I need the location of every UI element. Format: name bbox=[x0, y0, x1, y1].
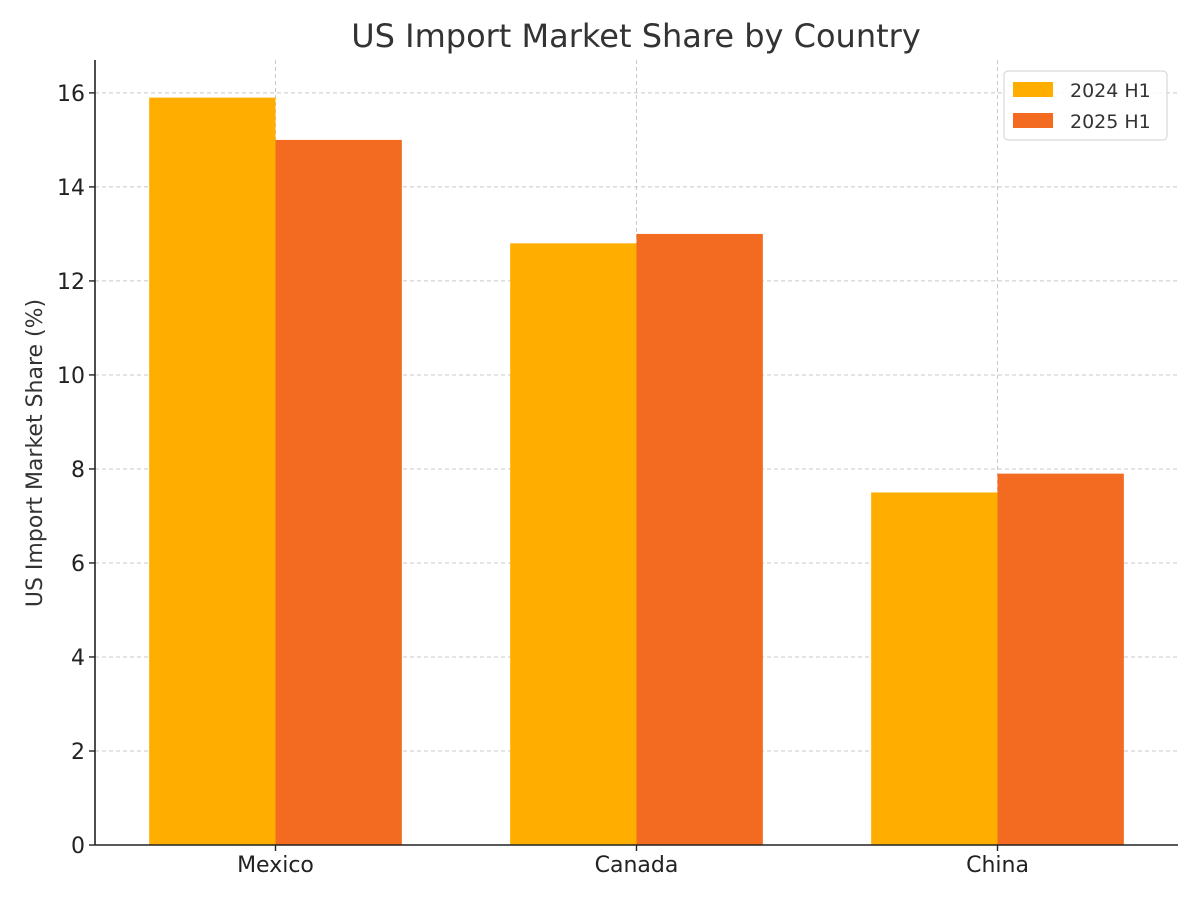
y-tick-label: 14 bbox=[57, 176, 85, 201]
y-tick-label: 2 bbox=[71, 740, 85, 765]
ticks-layer: 0 2 4 6 8 10 12 14 16 Mexico Canada China bbox=[57, 82, 1029, 878]
y-tick-label: 8 bbox=[71, 458, 85, 483]
y-tick-label: 16 bbox=[57, 82, 85, 107]
legend-swatch bbox=[1013, 113, 1053, 128]
x-tick-label: China bbox=[966, 853, 1029, 878]
legend-label: 2025 H1 bbox=[1070, 111, 1151, 133]
chart-title: US Import Market Share by Country bbox=[351, 17, 921, 55]
bar-2025-h1-mexico bbox=[275, 139, 402, 846]
bar-2024-h1-mexico bbox=[149, 97, 276, 845]
bar-2025-h1-canada bbox=[636, 233, 763, 846]
y-tick-label: 4 bbox=[71, 646, 85, 671]
x-tick-label: Canada bbox=[595, 853, 679, 878]
bar-2024-h1-china bbox=[871, 492, 998, 845]
legend-label: 2024 H1 bbox=[1070, 80, 1151, 102]
y-tick-label: 12 bbox=[57, 270, 85, 295]
bar-2025-h1-china bbox=[997, 473, 1124, 845]
legend: 2024 H1 2025 H1 bbox=[1003, 70, 1168, 141]
y-tick-label: 0 bbox=[71, 834, 85, 859]
y-tick-label: 6 bbox=[71, 552, 85, 577]
y-axis-label: US Import Market Share (%) bbox=[23, 299, 48, 607]
x-tick-label: Mexico bbox=[237, 853, 314, 878]
bars-layer bbox=[149, 97, 1124, 846]
legend-swatch bbox=[1013, 82, 1053, 97]
bar-2024-h1-canada bbox=[510, 243, 637, 845]
y-tick-label: 10 bbox=[57, 364, 85, 389]
